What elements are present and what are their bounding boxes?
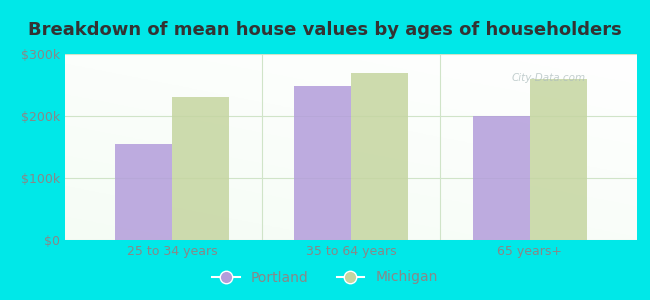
- Bar: [530, 79, 587, 240]
- Text: Breakdown of mean house values by ages of householders: Breakdown of mean house values by ages o…: [28, 21, 622, 39]
- Text: City-Data.com: City-Data.com: [511, 73, 585, 82]
- Bar: [294, 86, 351, 240]
- Bar: [351, 73, 408, 240]
- Bar: [172, 98, 229, 240]
- Legend: Portland, Michigan: Portland, Michigan: [207, 265, 443, 290]
- Bar: [473, 116, 530, 240]
- Bar: [115, 144, 172, 240]
